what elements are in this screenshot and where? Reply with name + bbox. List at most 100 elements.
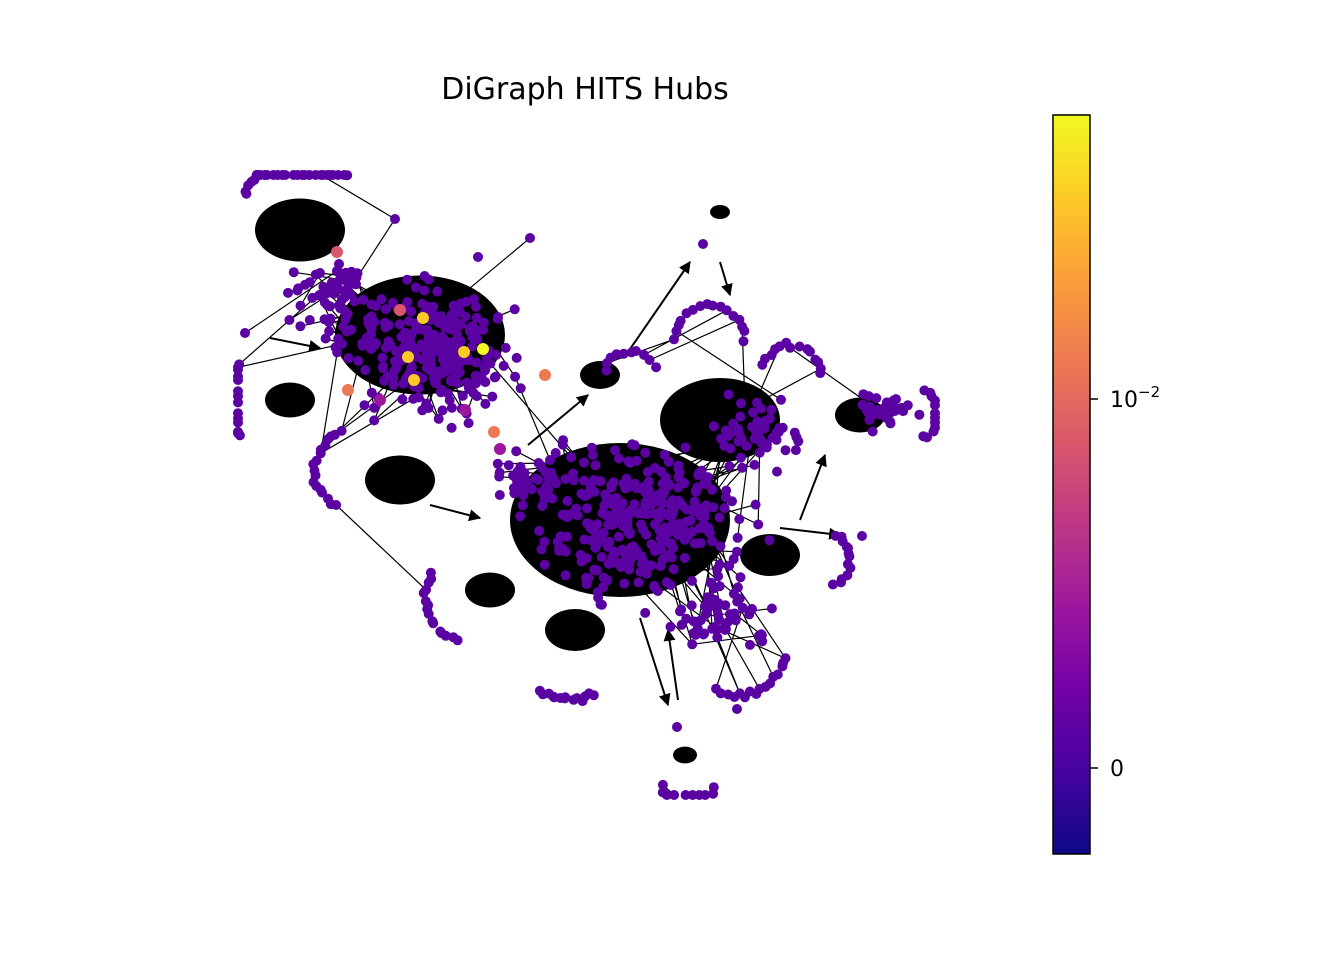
graph-node bbox=[603, 558, 614, 569]
graph-node bbox=[756, 403, 767, 414]
graph-node bbox=[731, 546, 742, 557]
graph-node bbox=[604, 536, 615, 547]
graph-node bbox=[714, 512, 725, 523]
graph-node bbox=[640, 497, 651, 508]
graph-node bbox=[353, 356, 364, 366]
graph-node bbox=[668, 500, 679, 511]
graph-node bbox=[440, 363, 451, 373]
graph-node-highlight bbox=[458, 346, 470, 358]
graph-node bbox=[511, 352, 522, 363]
colorbar-ticks: 10−2 0 bbox=[1090, 383, 1160, 782]
graph-node bbox=[790, 445, 801, 456]
graph-node bbox=[417, 298, 428, 309]
graph-node-highlight bbox=[417, 312, 429, 324]
graph-node bbox=[445, 376, 456, 387]
graph-node bbox=[345, 289, 356, 300]
graph-node bbox=[608, 546, 619, 557]
graph-node bbox=[690, 486, 701, 496]
graph-node bbox=[508, 470, 519, 481]
graph-node bbox=[688, 506, 699, 517]
edge-fan bbox=[740, 534, 800, 576]
graph-node bbox=[749, 459, 760, 470]
graph-node bbox=[631, 483, 642, 494]
network-graph bbox=[233, 170, 940, 800]
edge-fan bbox=[265, 382, 315, 418]
graph-node bbox=[562, 531, 572, 542]
graph-node bbox=[284, 315, 295, 325]
graph-node bbox=[510, 371, 521, 382]
graph-node bbox=[471, 312, 482, 323]
graph-node bbox=[885, 418, 896, 429]
graph-node bbox=[397, 394, 408, 405]
colorbar: 10−2 0 bbox=[1052, 114, 1160, 855]
graph-node bbox=[448, 337, 459, 347]
graph-node bbox=[366, 344, 377, 354]
graph-node bbox=[589, 525, 600, 536]
graph-node bbox=[747, 604, 757, 614]
graph-node-highlight bbox=[477, 343, 489, 355]
graph-node bbox=[638, 504, 649, 515]
graph-node bbox=[735, 411, 746, 422]
graph-node bbox=[493, 312, 503, 322]
graph-node bbox=[724, 609, 735, 620]
graph-node bbox=[649, 582, 660, 593]
graph-node bbox=[358, 294, 369, 305]
graph-node bbox=[780, 445, 791, 456]
edge-fan bbox=[710, 205, 730, 219]
graph-node bbox=[432, 286, 443, 297]
graph-node bbox=[446, 309, 457, 320]
graph-node bbox=[443, 347, 454, 358]
graph-node bbox=[737, 462, 748, 473]
graph-node bbox=[304, 315, 315, 325]
graph-node bbox=[675, 606, 685, 617]
graph-node bbox=[545, 455, 555, 465]
graph-node bbox=[410, 282, 421, 293]
graph-node bbox=[518, 490, 529, 501]
graph-node bbox=[476, 371, 487, 382]
graph-node bbox=[234, 359, 245, 370]
graph-node bbox=[394, 319, 405, 330]
graph-node bbox=[579, 475, 590, 486]
graph-node bbox=[445, 324, 456, 335]
graph-node bbox=[600, 489, 611, 500]
graph-node bbox=[679, 534, 690, 545]
graph-node bbox=[428, 346, 439, 357]
graph-node bbox=[406, 306, 417, 317]
graph-node bbox=[640, 447, 651, 458]
graph-node bbox=[333, 333, 344, 344]
graph-node bbox=[382, 371, 393, 382]
graph-node bbox=[425, 567, 436, 578]
directed-edge bbox=[527, 394, 589, 446]
graph-node bbox=[930, 400, 940, 411]
graph-node bbox=[463, 418, 474, 429]
graph-node bbox=[292, 285, 303, 296]
graph-node bbox=[651, 509, 662, 520]
graph-node bbox=[657, 779, 668, 790]
graph-node bbox=[494, 490, 505, 500]
graph-node bbox=[360, 365, 371, 376]
graph-node bbox=[622, 521, 633, 532]
graph-node bbox=[672, 722, 682, 732]
graph-node bbox=[668, 564, 679, 575]
graph-node bbox=[288, 267, 299, 278]
graph-node bbox=[873, 405, 884, 416]
graph-node bbox=[471, 391, 482, 402]
graph-node bbox=[561, 509, 572, 520]
graph-node bbox=[589, 564, 600, 575]
graph-node bbox=[691, 538, 702, 549]
graph-node bbox=[517, 500, 528, 511]
graph-node bbox=[665, 621, 676, 632]
graph-node bbox=[716, 433, 727, 444]
graph-node bbox=[705, 577, 716, 588]
graph-node bbox=[581, 553, 592, 564]
graph-node bbox=[680, 517, 691, 527]
graph-node bbox=[470, 378, 481, 389]
graph-node bbox=[827, 579, 838, 590]
graph-node bbox=[425, 365, 436, 376]
graph-node-highlight bbox=[402, 351, 414, 363]
graph-node bbox=[408, 393, 419, 404]
graph-node bbox=[687, 575, 697, 586]
graph-node bbox=[659, 449, 670, 460]
graph-node bbox=[378, 363, 388, 374]
